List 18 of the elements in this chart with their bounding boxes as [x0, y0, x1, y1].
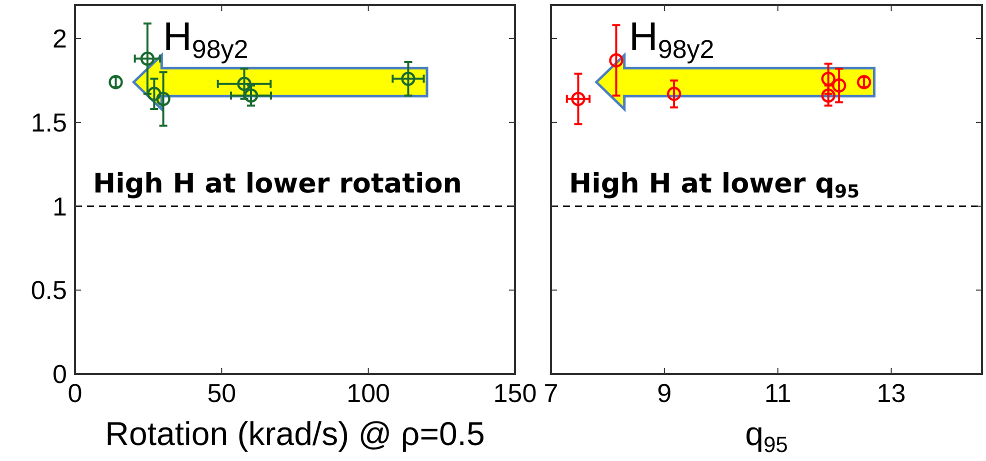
y-tick-label: 2	[52, 24, 67, 54]
x-axis-title: Rotation (krad/s) @ ρ=0.5	[105, 415, 485, 452]
x-tick-label: 9	[657, 378, 672, 408]
annotation: H$_{98y2}$	[163, 15, 248, 64]
x-tick-label: 150	[493, 378, 537, 408]
y-tick-label: 0	[52, 359, 67, 389]
x-tick-label: 100	[346, 378, 390, 408]
x-tick-label: 50	[207, 378, 236, 408]
x-axis-title: q$_{95}$	[745, 415, 788, 457]
y-tick-label: 1	[52, 191, 67, 222]
x-tick-label: 13	[876, 378, 906, 408]
y-tick-label: 1.5	[30, 107, 67, 138]
annotation: High H at lower q$_{95}$	[569, 168, 860, 204]
x-tick-label: 11	[764, 378, 792, 408]
annotation: High H at lower rotation	[93, 168, 462, 200]
y-tick-label: 0.5	[30, 275, 67, 306]
annotation: H$_{98y2}$	[629, 15, 714, 64]
x-tick-label: 7	[544, 378, 558, 408]
